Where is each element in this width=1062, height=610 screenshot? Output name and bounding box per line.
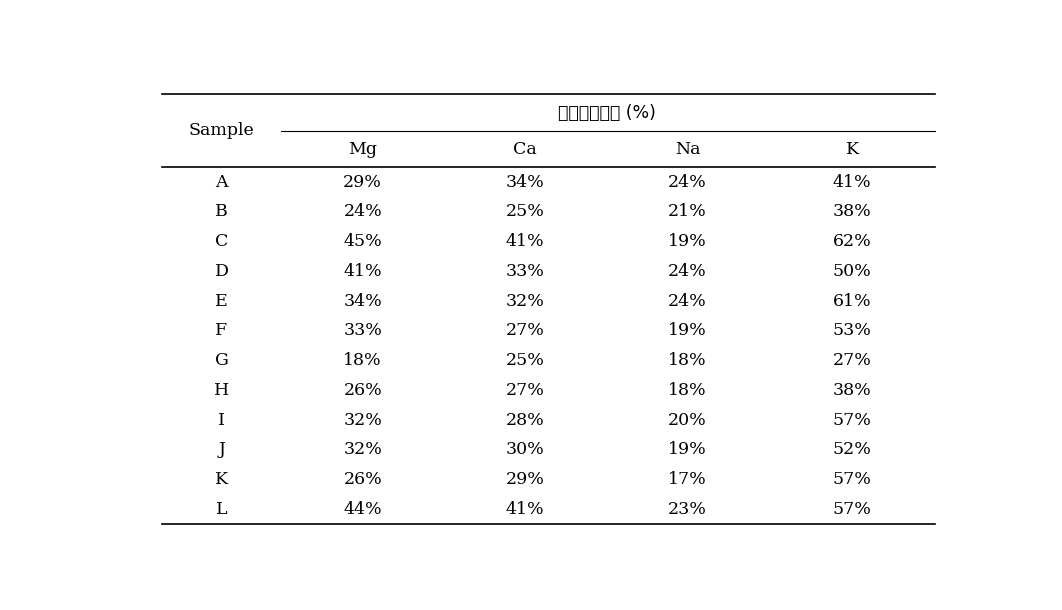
Text: 62%: 62% xyxy=(833,233,872,250)
Text: 26%: 26% xyxy=(343,471,382,488)
Text: Na: Na xyxy=(674,141,701,157)
Text: L: L xyxy=(216,501,227,518)
Text: 41%: 41% xyxy=(506,233,545,250)
Text: K: K xyxy=(215,471,228,488)
Text: 57%: 57% xyxy=(833,412,872,429)
Text: 27%: 27% xyxy=(506,323,545,339)
Text: 상대표준편차 (%): 상대표준편차 (%) xyxy=(559,104,656,121)
Text: J: J xyxy=(218,441,225,458)
Text: 18%: 18% xyxy=(343,352,382,369)
Text: 19%: 19% xyxy=(668,323,707,339)
Text: Sample: Sample xyxy=(189,123,255,139)
Text: F: F xyxy=(216,323,227,339)
Text: Mg: Mg xyxy=(348,141,377,157)
Text: 33%: 33% xyxy=(343,323,382,339)
Text: 41%: 41% xyxy=(343,263,382,280)
Text: 32%: 32% xyxy=(343,412,382,429)
Text: 24%: 24% xyxy=(343,204,382,220)
Text: H: H xyxy=(213,382,229,399)
Text: 28%: 28% xyxy=(506,412,545,429)
Text: G: G xyxy=(215,352,228,369)
Text: 29%: 29% xyxy=(506,471,545,488)
Text: 18%: 18% xyxy=(668,352,707,369)
Text: 29%: 29% xyxy=(343,174,382,191)
Text: 20%: 20% xyxy=(668,412,707,429)
Text: 61%: 61% xyxy=(833,293,871,310)
Text: 24%: 24% xyxy=(668,293,707,310)
Text: 57%: 57% xyxy=(833,501,872,518)
Text: 19%: 19% xyxy=(668,441,707,458)
Text: 41%: 41% xyxy=(833,174,871,191)
Text: 26%: 26% xyxy=(343,382,382,399)
Text: C: C xyxy=(215,233,228,250)
Text: Ca: Ca xyxy=(513,141,537,157)
Text: D: D xyxy=(215,263,228,280)
Text: I: I xyxy=(218,412,225,429)
Text: 38%: 38% xyxy=(833,382,872,399)
Text: 45%: 45% xyxy=(343,233,382,250)
Text: 34%: 34% xyxy=(343,293,382,310)
Text: A: A xyxy=(216,174,227,191)
Text: 32%: 32% xyxy=(506,293,545,310)
Text: 23%: 23% xyxy=(668,501,707,518)
Text: 34%: 34% xyxy=(506,174,545,191)
Text: 32%: 32% xyxy=(343,441,382,458)
Text: 50%: 50% xyxy=(833,263,872,280)
Text: 44%: 44% xyxy=(343,501,382,518)
Text: 30%: 30% xyxy=(506,441,545,458)
Text: 18%: 18% xyxy=(668,382,707,399)
Text: 52%: 52% xyxy=(833,441,872,458)
Text: 24%: 24% xyxy=(668,263,707,280)
Text: 57%: 57% xyxy=(833,471,872,488)
Text: 19%: 19% xyxy=(668,233,707,250)
Text: 25%: 25% xyxy=(506,352,545,369)
Text: 33%: 33% xyxy=(506,263,545,280)
Text: 53%: 53% xyxy=(833,323,872,339)
Text: B: B xyxy=(216,204,228,220)
Text: 25%: 25% xyxy=(506,204,545,220)
Text: 24%: 24% xyxy=(668,174,707,191)
Text: 21%: 21% xyxy=(668,204,707,220)
Text: 17%: 17% xyxy=(668,471,707,488)
Text: E: E xyxy=(216,293,228,310)
Text: K: K xyxy=(845,141,858,157)
Text: 27%: 27% xyxy=(506,382,545,399)
Text: 41%: 41% xyxy=(506,501,545,518)
Text: 38%: 38% xyxy=(833,204,872,220)
Text: 27%: 27% xyxy=(833,352,872,369)
